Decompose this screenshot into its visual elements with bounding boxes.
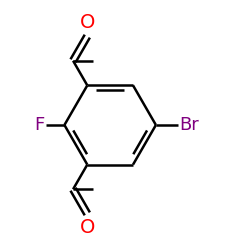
Text: O: O — [80, 13, 95, 32]
Text: Br: Br — [180, 116, 199, 134]
Text: F: F — [34, 116, 45, 134]
Text: O: O — [80, 218, 95, 237]
